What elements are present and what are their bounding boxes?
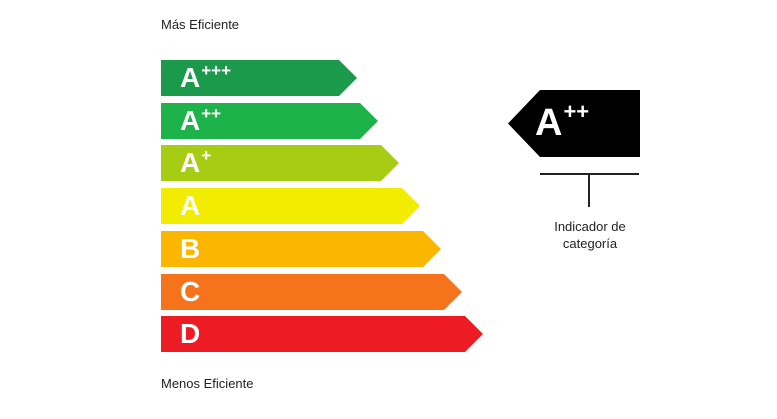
rating-label: A++ — [180, 104, 222, 136]
least-efficient-label: Menos Eficiente — [161, 376, 254, 391]
rating-label: D — [180, 318, 201, 349]
rating-label: A+++ — [180, 61, 232, 93]
rating-label: A+ — [180, 146, 212, 178]
most-efficient-label: Más Eficiente — [161, 17, 240, 32]
rating-bar-a-plus: A+ — [161, 145, 399, 181]
rating-bar-a: A — [161, 188, 420, 224]
rating-label: B — [180, 233, 201, 264]
rating-bar-b: B — [161, 231, 441, 267]
rating-bar-a-plus-plus-plus: A+++ — [161, 60, 357, 96]
rating-bar-d: D — [161, 316, 483, 352]
indicator-pointer-line — [588, 174, 590, 207]
rating-bar-a-plus-plus: A++ — [161, 103, 378, 139]
energy-scale: A+++ A++ A+ A B C D — [161, 60, 501, 355]
rating-label: A — [180, 190, 201, 221]
indicator-caption-line-1: Indicador de — [554, 219, 626, 234]
rating-bar-c: C — [161, 274, 462, 310]
category-indicator-arrow: A++ — [508, 90, 640, 157]
indicator-caption: Indicador de categoría — [530, 218, 650, 252]
indicator-caption-line-2: categoría — [562, 236, 618, 251]
rating-label: C — [180, 276, 201, 307]
indicator-rating-label: A++ — [535, 99, 590, 144]
